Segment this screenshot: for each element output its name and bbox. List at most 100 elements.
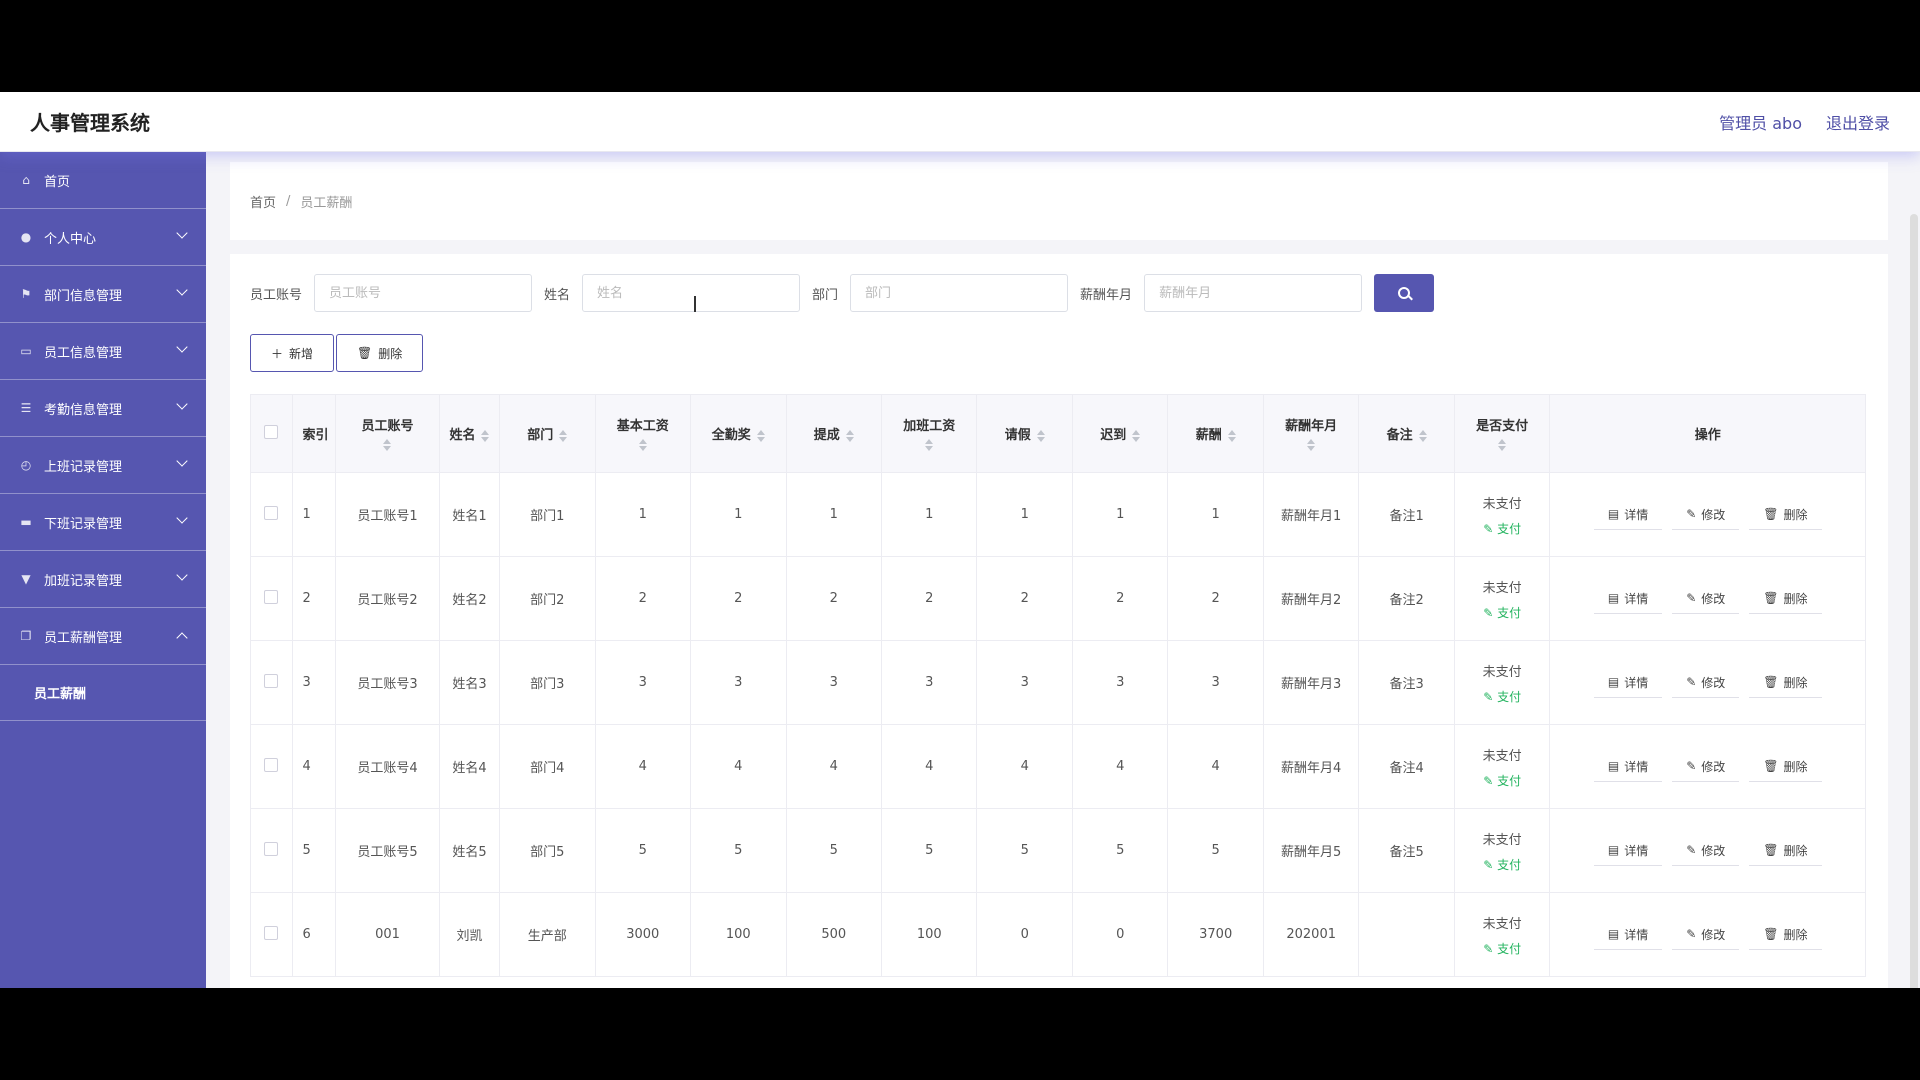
row-checkbox[interactable] bbox=[264, 841, 279, 856]
row-delete-button[interactable]: 🗑 删除 bbox=[1749, 751, 1822, 782]
account-search-input[interactable] bbox=[314, 274, 533, 312]
column-header-label: 是否支付 bbox=[1476, 419, 1529, 434]
cell-commission: 2 bbox=[785, 556, 883, 641]
sort-caret-icon[interactable] bbox=[481, 429, 490, 443]
row-checkbox[interactable] bbox=[264, 925, 279, 940]
detail-button[interactable]: ▤ 详情 bbox=[1593, 667, 1663, 698]
sort-caret-icon[interactable] bbox=[845, 429, 854, 443]
sort-caret-icon[interactable] bbox=[1498, 438, 1507, 452]
sort-caret-icon[interactable] bbox=[1307, 438, 1316, 452]
detail-button[interactable]: ▤ 详情 bbox=[1593, 583, 1663, 614]
user-icon: ● bbox=[20, 230, 32, 244]
sidebar-item-7[interactable]: ▼ 加班记录管理 bbox=[0, 551, 206, 608]
row-checkbox[interactable] bbox=[264, 589, 279, 604]
column-header[interactable]: 员工账号 bbox=[335, 394, 440, 473]
column-header[interactable]: 薪酬年月 bbox=[1262, 394, 1360, 473]
add-button[interactable]: ＋ 新增 bbox=[250, 334, 335, 372]
sidebar-item-0[interactable]: ⌂ 首页 bbox=[0, 152, 206, 209]
row-delete-button[interactable]: 🗑 删除 bbox=[1749, 667, 1822, 698]
edit-label: 修改 bbox=[1701, 507, 1726, 522]
current-user[interactable]: 管理员 abo bbox=[1719, 113, 1802, 133]
sidebar-item-4[interactable]: ☰ 考勤信息管理 bbox=[0, 380, 206, 437]
sort-caret-icon[interactable] bbox=[1418, 429, 1427, 443]
sort-caret-icon[interactable] bbox=[756, 429, 765, 443]
select-all-checkbox[interactable] bbox=[264, 424, 279, 439]
sidebar-subitem-salary[interactable]: 员工薪酬 bbox=[0, 665, 206, 721]
detail-button[interactable]: ▤ 详情 bbox=[1593, 835, 1663, 866]
app-window: 人事管理系统 管理员 abo 退出登录 ⌂ 首页 ● 个人中心 ⚑ 部门信息管理 ▭ 员工信息… bbox=[0, 92, 1920, 988]
pay-button[interactable]: ✎ 支付 bbox=[1455, 940, 1549, 957]
cell-late: 4 bbox=[1071, 724, 1169, 809]
edit-button[interactable]: ✎ 修改 bbox=[1672, 919, 1740, 950]
row-delete-button[interactable]: 🗑 删除 bbox=[1749, 835, 1822, 866]
sidebar-item-label: 下班记录管理 bbox=[44, 516, 123, 532]
search-bar: 员工账号 姓名 部门 薪酬年月 bbox=[250, 274, 1435, 312]
pencil-icon: ✎ bbox=[1686, 507, 1697, 521]
pencil-icon: ✎ bbox=[1686, 759, 1697, 773]
sort-caret-icon[interactable] bbox=[638, 438, 647, 452]
sidebar-item-label: 上班记录管理 bbox=[44, 459, 123, 475]
row-delete-button[interactable]: 🗑 删除 bbox=[1749, 499, 1822, 530]
table-row: 5 员工账号5 姓名5 部门5 5 5 5 5 5 5 5 薪酬年月5 备注5 未支付 ✎ 支付 ▤ 详情 ✎ 修改… bbox=[250, 808, 1866, 893]
cell-commission: 5 bbox=[785, 808, 883, 893]
sidebar-item-5[interactable]: ◴ 上班记录管理 bbox=[0, 437, 206, 494]
cell-index: 6 bbox=[291, 892, 337, 977]
salary-table: 索引 员工账号 姓名 部门 基本工资 全勤奖 提成 加班工资 请假 迟到 薪酬 薪酬年月 备注 是否支付操… bbox=[250, 394, 1866, 977]
column-header[interactable]: 全勤奖 bbox=[690, 394, 787, 473]
page-scrollbar[interactable] bbox=[1910, 214, 1918, 988]
row-checkbox[interactable] bbox=[264, 757, 279, 772]
detail-button[interactable]: ▤ 详情 bbox=[1593, 499, 1663, 530]
pay-button[interactable]: ✎ 支付 bbox=[1455, 604, 1549, 621]
row-delete-button[interactable]: 🗑 删除 bbox=[1749, 919, 1822, 950]
sort-caret-icon[interactable] bbox=[383, 438, 392, 452]
sort-caret-icon[interactable] bbox=[1227, 429, 1236, 443]
sidebar-item-1[interactable]: ● 个人中心 bbox=[0, 209, 206, 266]
pay-button[interactable]: ✎ 支付 bbox=[1455, 520, 1549, 537]
sidebar-item-3[interactable]: ▭ 员工信息管理 bbox=[0, 323, 206, 380]
pay-button[interactable]: ✎ 支付 bbox=[1455, 688, 1549, 705]
column-header[interactable]: 迟到 bbox=[1071, 394, 1169, 473]
edit-button[interactable]: ✎ 修改 bbox=[1672, 835, 1740, 866]
pay-button[interactable]: ✎ 支付 bbox=[1455, 856, 1549, 873]
detail-button[interactable]: ▤ 详情 bbox=[1593, 919, 1663, 950]
name-search-input[interactable] bbox=[582, 274, 801, 312]
sort-caret-icon[interactable] bbox=[1036, 429, 1045, 443]
edit-button[interactable]: ✎ 修改 bbox=[1672, 751, 1740, 782]
row-checkbox[interactable] bbox=[264, 505, 279, 520]
pay-button[interactable]: ✎ 支付 bbox=[1455, 772, 1549, 789]
edit-button[interactable]: ✎ 修改 bbox=[1672, 667, 1740, 698]
column-header[interactable]: 请假 bbox=[976, 394, 1073, 473]
breadcrumb-home[interactable]: 首页 bbox=[250, 195, 277, 211]
edit-button[interactable]: ✎ 修改 bbox=[1672, 583, 1740, 614]
sort-caret-icon[interactable] bbox=[1132, 429, 1141, 443]
row-checkbox[interactable] bbox=[264, 673, 279, 688]
column-header[interactable]: 加班工资 bbox=[880, 394, 978, 473]
cell-late: 1 bbox=[1071, 472, 1169, 557]
edit-label: 修改 bbox=[1701, 675, 1726, 690]
logout-link[interactable]: 退出登录 bbox=[1825, 113, 1890, 133]
cell-payment: 未支付 ✎ 支付 bbox=[1453, 556, 1551, 641]
sidebar-item-2[interactable]: ⚑ 部门信息管理 bbox=[0, 266, 206, 323]
cell-index: 5 bbox=[291, 808, 337, 893]
column-header[interactable]: 部门 bbox=[499, 394, 596, 473]
column-header[interactable]: 是否支付 bbox=[1453, 394, 1551, 473]
row-delete-button[interactable]: 🗑 删除 bbox=[1749, 583, 1822, 614]
batch-delete-button[interactable]: 🗑 删除 bbox=[336, 334, 424, 372]
dept-search-input[interactable] bbox=[850, 274, 1069, 312]
column-header[interactable]: 姓名 bbox=[438, 394, 501, 473]
column-header[interactable]: 备注 bbox=[1358, 394, 1455, 473]
letterbox-bottom bbox=[0, 988, 1920, 1080]
search-button[interactable] bbox=[1374, 274, 1435, 312]
column-header[interactable]: 基本工资 bbox=[594, 394, 692, 473]
sidebar-item-6[interactable]: ▬ 下班记录管理 bbox=[0, 494, 206, 551]
cell-commission: 4 bbox=[785, 724, 883, 809]
sort-caret-icon[interactable] bbox=[559, 429, 568, 443]
sort-caret-icon[interactable] bbox=[925, 438, 934, 452]
column-header[interactable]: 薪酬 bbox=[1167, 394, 1264, 473]
detail-button[interactable]: ▤ 详情 bbox=[1593, 751, 1663, 782]
sidebar-item-8[interactable]: ❐ 员工薪酬管理 bbox=[0, 608, 206, 665]
cell-commission: 500 bbox=[785, 892, 883, 977]
month-search-input[interactable] bbox=[1144, 274, 1363, 312]
column-header[interactable]: 提成 bbox=[785, 394, 883, 473]
edit-button[interactable]: ✎ 修改 bbox=[1672, 499, 1740, 530]
